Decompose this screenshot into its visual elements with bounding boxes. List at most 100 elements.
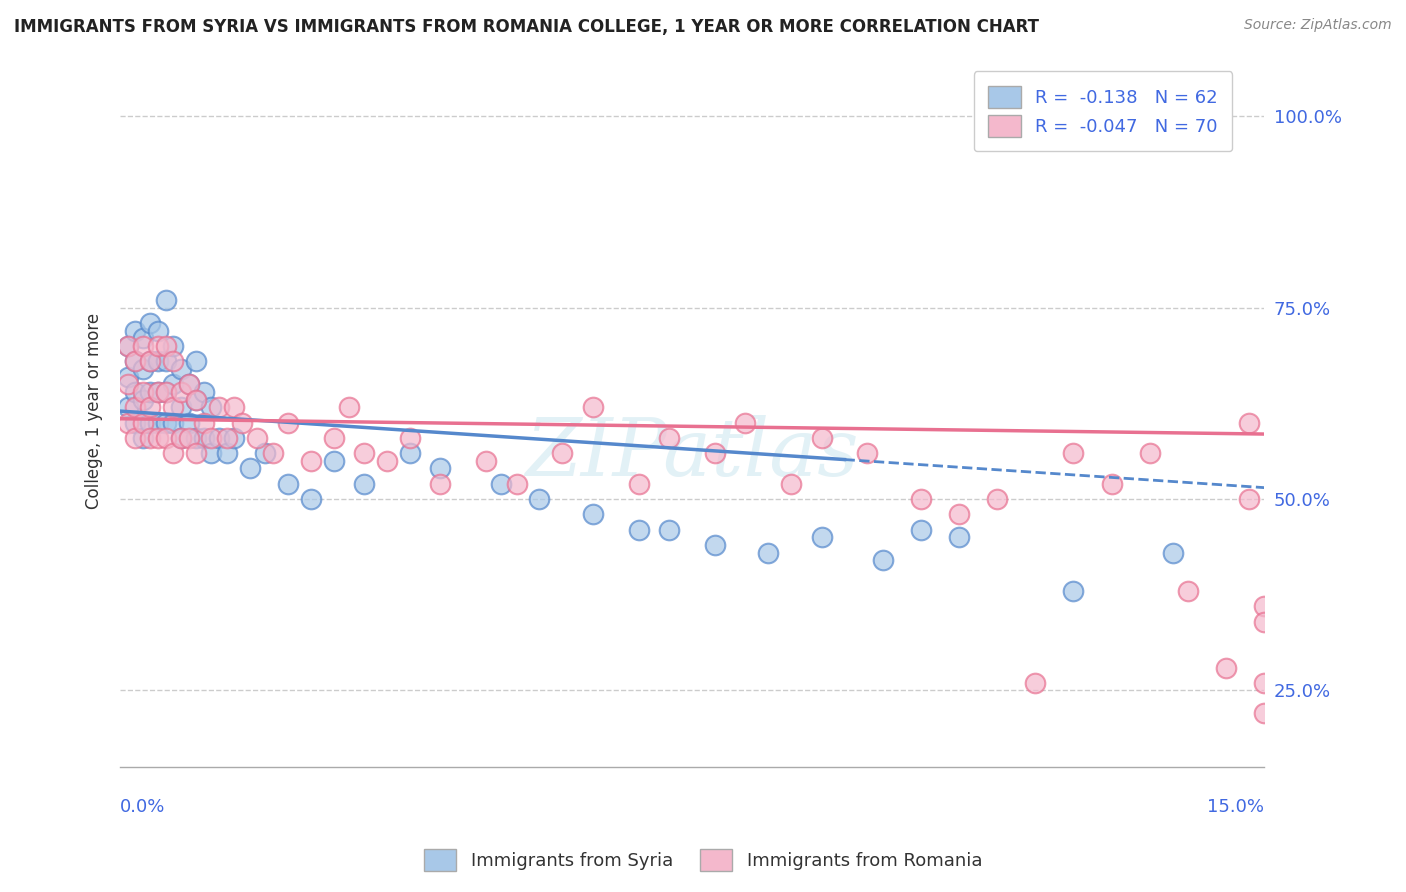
Point bbox=[146, 354, 169, 368]
Point bbox=[239, 461, 262, 475]
Point bbox=[200, 431, 222, 445]
Point bbox=[948, 530, 970, 544]
Point bbox=[117, 339, 139, 353]
Point bbox=[491, 476, 513, 491]
Point bbox=[177, 416, 200, 430]
Point bbox=[1062, 584, 1084, 599]
Point bbox=[299, 454, 322, 468]
Point bbox=[124, 324, 146, 338]
Point bbox=[139, 316, 162, 330]
Point bbox=[186, 431, 208, 445]
Point bbox=[208, 401, 231, 415]
Point bbox=[193, 384, 215, 399]
Point bbox=[1237, 492, 1260, 507]
Point bbox=[810, 431, 832, 445]
Point bbox=[155, 384, 177, 399]
Point bbox=[1062, 446, 1084, 460]
Point bbox=[162, 401, 184, 415]
Point bbox=[132, 331, 155, 345]
Point bbox=[505, 476, 527, 491]
Point bbox=[117, 401, 139, 415]
Point bbox=[1024, 675, 1046, 690]
Point bbox=[262, 446, 284, 460]
Point bbox=[146, 339, 169, 353]
Point bbox=[215, 431, 238, 445]
Point bbox=[948, 508, 970, 522]
Point bbox=[429, 476, 451, 491]
Point bbox=[132, 416, 155, 430]
Point bbox=[186, 446, 208, 460]
Point bbox=[1253, 615, 1275, 629]
Point bbox=[132, 392, 155, 407]
Point bbox=[1139, 446, 1161, 460]
Point bbox=[299, 492, 322, 507]
Point bbox=[177, 377, 200, 392]
Point bbox=[139, 384, 162, 399]
Point bbox=[124, 431, 146, 445]
Point bbox=[337, 401, 360, 415]
Point bbox=[132, 431, 155, 445]
Point bbox=[170, 431, 193, 445]
Point bbox=[215, 446, 238, 460]
Point bbox=[627, 476, 650, 491]
Point bbox=[224, 431, 246, 445]
Point bbox=[139, 354, 162, 368]
Point bbox=[117, 377, 139, 392]
Point bbox=[124, 354, 146, 368]
Point bbox=[253, 446, 276, 460]
Point bbox=[193, 431, 215, 445]
Y-axis label: College, 1 year or more: College, 1 year or more bbox=[86, 313, 103, 509]
Legend: Immigrants from Syria, Immigrants from Romania: Immigrants from Syria, Immigrants from R… bbox=[416, 842, 990, 879]
Point bbox=[353, 476, 375, 491]
Point bbox=[124, 401, 146, 415]
Point bbox=[124, 416, 146, 430]
Point bbox=[146, 384, 169, 399]
Point bbox=[1237, 416, 1260, 430]
Text: ZIPatlas: ZIPatlas bbox=[526, 415, 859, 492]
Point bbox=[756, 546, 779, 560]
Point bbox=[246, 431, 269, 445]
Text: 15.0%: 15.0% bbox=[1208, 797, 1264, 815]
Point bbox=[132, 384, 155, 399]
Text: Source: ZipAtlas.com: Source: ZipAtlas.com bbox=[1244, 18, 1392, 32]
Point bbox=[703, 538, 725, 552]
Point bbox=[277, 476, 299, 491]
Point bbox=[186, 392, 208, 407]
Point bbox=[139, 401, 162, 415]
Point bbox=[1253, 706, 1275, 721]
Point bbox=[155, 354, 177, 368]
Point bbox=[429, 461, 451, 475]
Point bbox=[208, 431, 231, 445]
Point bbox=[780, 476, 803, 491]
Point bbox=[186, 354, 208, 368]
Point bbox=[139, 354, 162, 368]
Point bbox=[162, 446, 184, 460]
Point bbox=[177, 431, 200, 445]
Point bbox=[186, 392, 208, 407]
Point bbox=[1253, 599, 1275, 614]
Point bbox=[155, 339, 177, 353]
Point bbox=[200, 401, 222, 415]
Point bbox=[170, 384, 193, 399]
Point bbox=[1177, 584, 1199, 599]
Point bbox=[658, 431, 681, 445]
Point bbox=[277, 416, 299, 430]
Point bbox=[375, 454, 398, 468]
Point bbox=[200, 446, 222, 460]
Point bbox=[231, 416, 253, 430]
Point bbox=[170, 431, 193, 445]
Point bbox=[117, 339, 139, 353]
Point bbox=[734, 416, 756, 430]
Point bbox=[475, 454, 498, 468]
Point bbox=[582, 508, 605, 522]
Text: 0.0%: 0.0% bbox=[120, 797, 166, 815]
Point bbox=[117, 416, 139, 430]
Point bbox=[193, 416, 215, 430]
Point bbox=[146, 431, 169, 445]
Point bbox=[139, 416, 162, 430]
Point bbox=[627, 523, 650, 537]
Point bbox=[582, 401, 605, 415]
Point bbox=[155, 293, 177, 307]
Point bbox=[124, 384, 146, 399]
Point bbox=[1215, 660, 1237, 674]
